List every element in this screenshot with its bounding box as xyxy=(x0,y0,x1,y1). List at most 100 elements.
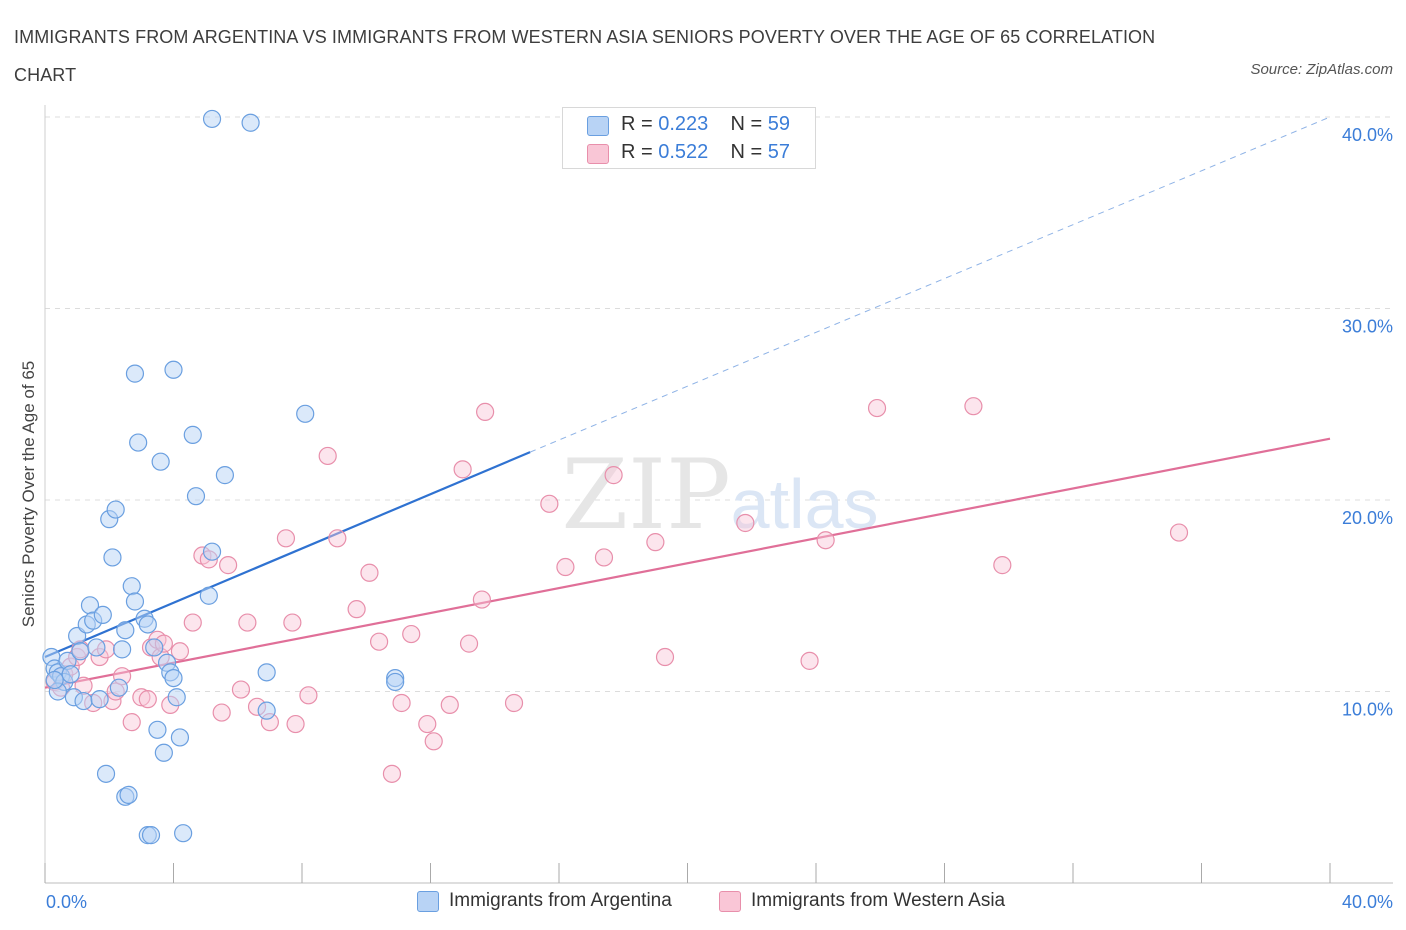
western-asia-point xyxy=(504,693,524,713)
watermark: ZIPatlas xyxy=(561,439,878,551)
argentina-point xyxy=(96,764,116,783)
western-asia-point xyxy=(231,680,251,699)
western-asia-swatch xyxy=(719,891,741,912)
western-asia-point xyxy=(132,688,151,707)
western-asia-point xyxy=(556,557,575,577)
y-axis-label: Seniors Poverty Over the Age of 65 xyxy=(19,361,38,627)
n-label: N = xyxy=(730,141,763,163)
watermark-zip: ZIP xyxy=(561,439,730,551)
western-asia-point xyxy=(402,624,421,644)
western-asia-swatch xyxy=(587,144,609,164)
argentina-point xyxy=(138,615,157,634)
western-asia-point xyxy=(219,556,238,575)
argentina-point xyxy=(129,433,148,452)
argentina-point xyxy=(257,663,276,682)
r-label: R = xyxy=(621,141,653,163)
western-asia-point xyxy=(418,714,437,734)
argentina-point xyxy=(61,665,80,684)
western-asia-point xyxy=(646,533,665,552)
argentina-point xyxy=(151,452,170,471)
argentina-point xyxy=(241,113,260,132)
y-tick-label: 40.0% xyxy=(1342,125,1393,145)
argentina-point xyxy=(296,404,315,423)
western-asia-point xyxy=(382,764,402,783)
western-asia-point xyxy=(392,693,411,713)
argentina-point xyxy=(164,360,183,379)
western-asia-point xyxy=(283,613,302,632)
argentina-point xyxy=(109,678,128,697)
argentina-point xyxy=(122,577,141,596)
r-value: 0.223 xyxy=(658,113,709,135)
argentina-point xyxy=(148,720,167,739)
argentina-point xyxy=(90,690,109,709)
trend-lines xyxy=(44,116,1331,689)
y-tick-label: 20.0% xyxy=(1342,508,1393,528)
r-label: R = xyxy=(621,113,653,135)
source-label: Source: ZipAtlas.com xyxy=(1250,61,1393,78)
western-asia-point xyxy=(453,460,472,479)
western-asia-point xyxy=(867,398,887,418)
western-asia-point xyxy=(212,703,231,722)
argentina-point xyxy=(154,743,173,762)
western-asia-point xyxy=(1169,523,1189,542)
legend-row-text: R = 0.223 N = 59 xyxy=(621,113,790,136)
western-asia-point xyxy=(360,563,379,582)
argentina-point xyxy=(112,640,132,659)
western-asia-point xyxy=(440,695,459,715)
western-asia-point xyxy=(472,590,491,609)
western-asia-point xyxy=(286,714,305,734)
argentina-point xyxy=(74,691,93,711)
western-asia-point xyxy=(138,690,157,709)
argentina-point xyxy=(174,824,193,843)
argentina-point xyxy=(202,109,222,129)
x-tick-label: 40.0% xyxy=(1342,892,1393,912)
argentina-point xyxy=(87,638,106,657)
axes xyxy=(44,105,1393,884)
argentina-point xyxy=(170,728,190,747)
argentina-point xyxy=(386,672,405,692)
n-label: N = xyxy=(730,113,763,135)
argentina-point xyxy=(125,592,145,611)
argentina-point xyxy=(199,586,218,605)
argentina-point xyxy=(186,487,206,506)
argentina-point xyxy=(183,425,202,444)
western-asia-point xyxy=(318,446,337,466)
western-asia-point xyxy=(347,600,366,619)
western-asia-point xyxy=(238,613,257,632)
argentina-point xyxy=(257,701,276,720)
western-asia-point xyxy=(328,529,347,548)
western-asia-point xyxy=(540,494,559,513)
n-value: 57 xyxy=(767,141,791,163)
argentina-point xyxy=(125,364,145,383)
argentina-point xyxy=(103,548,122,567)
legend-label: Immigrants from Argentina xyxy=(449,890,672,911)
argentina-point xyxy=(93,605,112,625)
argentina-point xyxy=(202,542,222,561)
argentina-point xyxy=(45,670,64,690)
tick-labels: 10.0% 20.0% 30.0% 40.0% 0.0% 40.0% xyxy=(46,125,1393,912)
western-asia-point xyxy=(594,548,614,567)
legend-row-text: R = 0.522 N = 57 xyxy=(621,141,790,164)
western-asia-point xyxy=(655,647,675,667)
argentina-swatch xyxy=(417,891,439,912)
grid-lines xyxy=(45,116,1390,692)
n-value: 59 xyxy=(767,113,791,135)
y-tick-label: 10.0% xyxy=(1342,700,1393,720)
argentina-point xyxy=(141,826,161,845)
y-tick-label: 30.0% xyxy=(1342,317,1393,337)
western-asia-point xyxy=(800,651,819,670)
r-value: 0.522 xyxy=(658,141,709,163)
argentina-point xyxy=(106,500,125,519)
correlation-legend: R = 0.223 N = 59 R = 0.522 N = 57 xyxy=(562,107,816,169)
western-asia-point xyxy=(993,556,1012,575)
western-asia-point xyxy=(476,402,495,422)
series-legend: Immigrants from Argentina Immigrants fro… xyxy=(0,888,1406,918)
argentina-point xyxy=(167,688,186,707)
western-asia-point xyxy=(604,466,623,485)
western-asia-trend-line xyxy=(44,437,1331,689)
argentina-point xyxy=(145,638,164,657)
western-asia-point xyxy=(122,713,141,732)
argentina-swatch xyxy=(587,116,609,136)
x-tick-label: 0.0% xyxy=(46,892,87,912)
